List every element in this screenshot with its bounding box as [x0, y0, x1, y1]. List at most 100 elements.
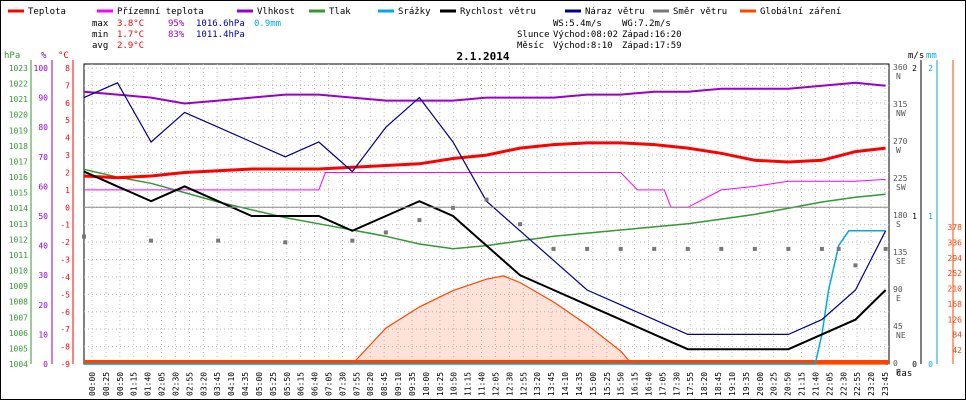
wind-dir-point: [551, 246, 556, 251]
wind-dir-point: [484, 197, 489, 202]
x-tick-35: 14:35: [575, 372, 584, 396]
hpa-tick-18: 1005: [9, 344, 28, 353]
temp-tick-11: -3: [60, 256, 70, 265]
hpa-tick-6: 1017: [9, 157, 28, 166]
hpa-tick-1: 1022: [9, 80, 28, 89]
deg-tick-5: 135: [893, 248, 908, 257]
x-tick-56: 23:20: [867, 372, 876, 396]
temp-tick-12: -4: [60, 273, 70, 282]
stat-min-hum: 83%: [168, 30, 185, 40]
legend-label-6: Náraz větru: [585, 7, 645, 17]
hpa-tick-19: 1004: [9, 360, 28, 369]
wm2-tick-6: 126: [948, 315, 963, 324]
deg-tick-8: 0: [893, 359, 898, 368]
x-tick-48: 20:00: [756, 372, 765, 396]
axis-label-mm: mm: [926, 51, 937, 61]
x-tick-20: 08:20: [366, 372, 375, 396]
hpa-tick-5: 1018: [9, 142, 28, 151]
x-tick-43: 17:55: [686, 372, 695, 396]
pct-tick-8: 20: [38, 301, 48, 310]
moon-set: Západ:17:59: [622, 41, 682, 51]
axis-label-temp: °C: [58, 51, 69, 61]
pct-tick-0: 100: [34, 64, 49, 73]
x-axis: 00:00 00:25 00:50 01:15 01:40 02:05 02:30 02:55…: [88, 372, 890, 396]
stat-min-temp: 1.7°C: [117, 30, 144, 40]
axis-label-ms: m/s: [908, 51, 924, 61]
deg-tick-7: 45: [893, 322, 903, 331]
stat-avg-temp: 2.9°C: [117, 41, 144, 51]
deg-tick-4: 180: [893, 211, 908, 220]
temp-axis: 8 7 6 5 4 3 2 1 0 -1 -2 -3 -4 -5 -6 -7 -8 -9: [60, 64, 70, 369]
temp-tick-14: -6: [60, 308, 70, 317]
temp-tick-5: 3: [65, 151, 70, 160]
x-tick-28: 11:40: [478, 372, 487, 396]
hpa-tick-8: 1015: [9, 189, 28, 198]
hpa-tick-16: 1007: [9, 313, 28, 322]
temp-tick-17: -9: [60, 360, 70, 369]
wind-wg: WG:7.2m/s: [622, 19, 671, 29]
pct-tick-4: 60: [38, 182, 48, 191]
temp-tick-0: 8: [65, 64, 70, 73]
wind-dir-point: [883, 246, 888, 251]
stat-min-press: 1011.4hPa: [196, 30, 245, 40]
hpa-tick-13: 1010: [9, 267, 28, 276]
x-tick-1: 00:25: [102, 372, 111, 396]
x-tick-53: 22:05: [825, 372, 834, 396]
x-tick-44: 18:20: [700, 372, 709, 396]
wm2-tick-3: 252: [948, 269, 963, 278]
moon-rise: Východ:8:10: [553, 41, 613, 51]
wm2-tick-8: 42: [952, 346, 962, 355]
x-tick-39: 16:15: [631, 372, 640, 396]
mm-tick-0: 2: [928, 64, 933, 73]
axis-label-hpa: hPa: [4, 51, 20, 61]
pct-tick-5: 50: [38, 212, 48, 221]
x-tick-41: 17:05: [658, 372, 667, 396]
x-tick-42: 17:30: [672, 372, 681, 396]
x-tick-46: 19:10: [728, 372, 737, 396]
hpa-tick-2: 1021: [9, 95, 28, 104]
stat-min-label: min: [92, 30, 108, 40]
x-tick-57: 23:45: [881, 372, 890, 396]
deg-tick-3: 225: [893, 174, 908, 183]
x-tick-32: 13:20: [533, 372, 542, 396]
pct-tick-6: 40: [38, 242, 48, 251]
wind-dir-point: [283, 240, 288, 245]
ms-tick-2: 0: [912, 360, 917, 369]
hpa-tick-4: 1019: [9, 126, 28, 135]
x-tick-47: 19:35: [742, 372, 751, 396]
legend-label-2: Vlhkost: [257, 7, 295, 17]
hpa-tick-12: 1011: [9, 251, 28, 260]
x-tick-11: 04:35: [241, 372, 250, 396]
x-tick-10: 04:10: [227, 372, 236, 396]
temp-tick-9: -1: [60, 221, 70, 230]
deg-dir-8: N: [896, 368, 901, 377]
legend-label-1: Přízemní teplota: [117, 7, 204, 17]
x-axis-label: čas: [896, 368, 912, 379]
hpa-tick-15: 1008: [9, 298, 28, 307]
temp-tick-3: 5: [65, 116, 70, 125]
x-tick-52: 21:40: [811, 372, 820, 396]
wind-dir-point: [819, 246, 824, 251]
wind-dir-point: [786, 246, 791, 251]
deg-dir-5: SE: [896, 257, 906, 266]
legend-label-8: Globální záření: [760, 7, 841, 17]
x-tick-50: 20:50: [784, 372, 793, 396]
deg-dir-1: NW: [896, 109, 906, 118]
sun-rise: Východ:08:02: [553, 30, 618, 40]
x-tick-5: 02:05: [158, 372, 167, 396]
x-tick-12: 05:00: [255, 372, 264, 396]
pct-tick-2: 80: [38, 123, 48, 132]
pct-tick-9: 10: [38, 330, 48, 339]
x-tick-24: 10:00: [422, 372, 431, 396]
wind-dir-point: [752, 246, 757, 251]
x-tick-29: 12:05: [491, 372, 500, 396]
wind-ws: WS:5.4m/s: [553, 19, 602, 29]
pct-tick-3: 70: [38, 153, 48, 162]
deg-dir-6: E: [896, 294, 901, 303]
series-wind-speed: [83, 170, 887, 351]
wm2-tick-4: 210: [948, 285, 963, 294]
wind-dir-point: [685, 246, 690, 251]
legend-label-3: Tlak: [329, 7, 351, 17]
wind-dir-point: [618, 246, 623, 251]
